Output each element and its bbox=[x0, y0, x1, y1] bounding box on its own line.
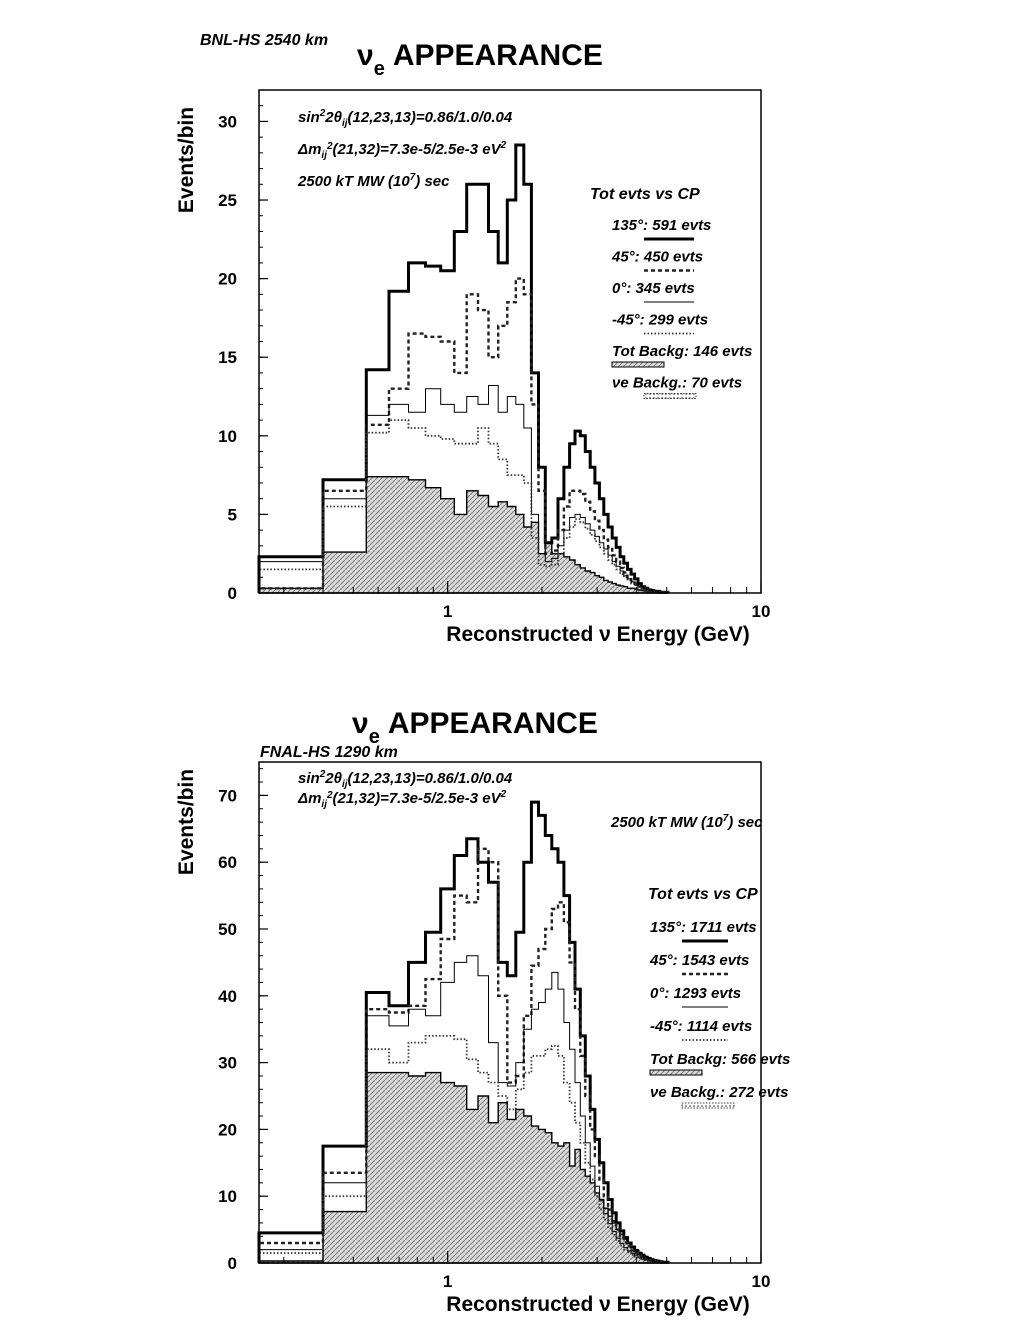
legend-entry-label: 135°: 591 evts bbox=[612, 217, 711, 234]
legend-swatch-dotted-shaded bbox=[643, 393, 697, 399]
y-tick-label: 15 bbox=[218, 348, 237, 367]
legend-entry-label: νe Backg.: 70 evts bbox=[612, 375, 742, 392]
bnl-chart: BNL-HS 2540 km νe APPEARANCE Events/bin R… bbox=[175, 32, 770, 646]
y-tick-label: 20 bbox=[218, 270, 237, 289]
x-axis-label: Reconstructed ν Energy (GeV) bbox=[446, 623, 749, 646]
exposure-label: 2500 kT MW (107) sec bbox=[610, 813, 763, 831]
chart-title: νe APPEARANCE bbox=[357, 39, 603, 80]
y-axis-label: Events/bin bbox=[175, 107, 198, 213]
y-tick-label: 30 bbox=[218, 112, 237, 131]
oscillation-params-line2: Δmij2(21,32)=7.3e-5/2.5e-3 eV2 bbox=[297, 789, 507, 810]
legend-swatch-shaded bbox=[649, 1069, 703, 1076]
legend-entry-label: 45°: 1543 evts bbox=[649, 952, 749, 969]
oscillation-params-line1: sin22θij(12,23,13)=0.86/1.0/0.04 bbox=[298, 108, 513, 129]
plot-area bbox=[257, 143, 670, 594]
x-ticks: 1 10 bbox=[283, 581, 771, 621]
y-tick-label: 10 bbox=[218, 427, 237, 446]
y-tick-label: 25 bbox=[218, 191, 237, 210]
y-tick-label: 50 bbox=[218, 920, 237, 939]
x-ticks: 1 10 bbox=[283, 1251, 771, 1291]
x-tick-label: 1 bbox=[443, 602, 452, 621]
series-dashed-histogram bbox=[257, 277, 670, 594]
legend-entry-label: 0°: 1293 evts bbox=[650, 985, 741, 1002]
fnal-chart: νe APPEARANCE FNAL-HS 1290 km Events/bin … bbox=[175, 707, 790, 1316]
y-tick-label: 10 bbox=[218, 1187, 237, 1206]
y-ticks: 0 10 20 30 40 50 60 70 bbox=[218, 768, 268, 1273]
plot-area bbox=[257, 800, 670, 1264]
legend-entry-label: νe Backg.: 272 evts bbox=[650, 1084, 788, 1101]
plot-frame bbox=[258, 761, 762, 1264]
legend-entry-label: -45°: 1114 evts bbox=[650, 1018, 752, 1035]
y-tick-label: 30 bbox=[218, 1054, 237, 1073]
legend-swatch-dotted-shaded bbox=[681, 1102, 735, 1109]
legend-entry-label: 135°: 1711 evts bbox=[650, 919, 757, 936]
x-axis-label: Reconstructed ν Energy (GeV) bbox=[446, 1293, 749, 1316]
y-tick-label: 40 bbox=[218, 987, 237, 1006]
legend-title: Tot evts vs CP bbox=[590, 186, 700, 203]
y-tick-label: 0 bbox=[228, 1254, 237, 1273]
legend-swatch-shaded bbox=[611, 361, 665, 368]
y-tick-label: 20 bbox=[218, 1120, 237, 1139]
y-tick-label: 70 bbox=[218, 786, 237, 805]
legend-title: Tot evts vs CP bbox=[648, 886, 758, 903]
y-ticks: 0 5 10 15 20 25 30 bbox=[218, 89, 268, 603]
legend-entry-label: 0°: 345 evts bbox=[612, 280, 695, 297]
chart-title: νe APPEARANCE bbox=[352, 707, 598, 748]
experiment-label: FNAL-HS 1290 km bbox=[260, 744, 398, 761]
legend-entry-label: 45°: 450 evts bbox=[611, 249, 703, 266]
y-tick-label: 5 bbox=[228, 505, 237, 524]
total-background-histogram bbox=[258, 476, 669, 594]
legend: Tot evts vs CP 135°: 591 evts 45°: 450 ev… bbox=[590, 186, 752, 399]
y-tick-label: 60 bbox=[218, 853, 237, 872]
oscillation-params-line1: sin22θij(12,23,13)=0.86/1.0/0.04 bbox=[298, 769, 513, 790]
legend-entry-label: Tot Backg: 566 evts bbox=[650, 1051, 790, 1068]
x-tick-label: 10 bbox=[752, 602, 771, 621]
series-dotted-histogram bbox=[258, 419, 669, 594]
series-solid-histogram bbox=[257, 143, 670, 594]
legend-entry-label: -45°: 299 evts bbox=[612, 312, 708, 329]
exposure-label: 2500 kT MW (107) sec bbox=[297, 172, 450, 190]
experiment-label: BNL-HS 2540 km bbox=[200, 32, 328, 49]
oscillation-params-line2: Δmij2(21,32)=7.3e-5/2.5e-3 eV2 bbox=[297, 140, 507, 161]
legend: Tot evts vs CP 135°: 1711 evts 45°: 1543 … bbox=[648, 886, 790, 1109]
x-tick-label: 10 bbox=[752, 1272, 771, 1291]
y-axis-label: Events/bin bbox=[175, 769, 198, 875]
series-thin-histogram bbox=[258, 955, 669, 1264]
x-tick-label: 1 bbox=[443, 1272, 452, 1291]
y-tick-label: 0 bbox=[228, 584, 237, 603]
legend-entry-label: Tot Backg: 146 evts bbox=[612, 343, 752, 360]
series-dashed-histogram bbox=[257, 847, 670, 1264]
total-background-histogram bbox=[258, 1071, 669, 1264]
